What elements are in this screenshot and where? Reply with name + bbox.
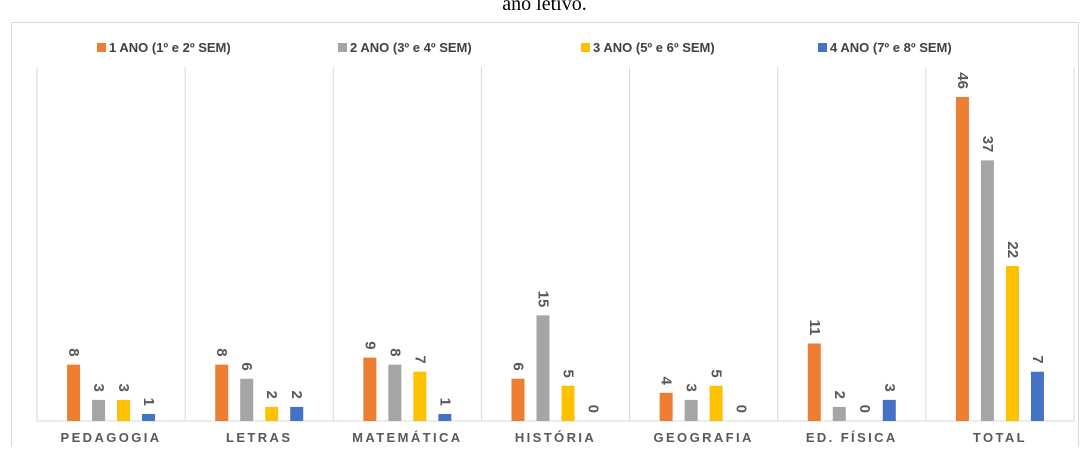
chart-bars (67, 97, 1044, 422)
legend-label: 2 ANO (3º e 4º SEM) (350, 40, 472, 55)
category-label: MATEMÁTICA (352, 430, 462, 445)
data-label: 15 (535, 291, 552, 308)
data-label: 11 (806, 320, 823, 336)
bar-3 (413, 371, 427, 421)
category-label: TOTAL (973, 430, 1027, 445)
data-label: 37 (979, 136, 996, 153)
bar-2 (832, 406, 846, 421)
data-label: 3 (683, 384, 700, 392)
bar-3 (265, 406, 279, 421)
bar-3 (1005, 266, 1019, 421)
category-label: PEDAGOGIA (61, 430, 162, 445)
data-label: 5 (708, 369, 725, 377)
data-label: 8 (386, 348, 403, 356)
category-dividers (36, 67, 1075, 422)
data-label: 22 (1004, 241, 1021, 258)
bar-3 (709, 385, 723, 421)
data-label: 6 (238, 362, 255, 370)
chart-legend: 1 ANO (1º e 2º SEM) 2 ANO (3º e 4º SEM) 3 … (97, 40, 952, 55)
data-label: 1 (140, 398, 157, 406)
category-label: HISTÓRIA (515, 430, 596, 445)
data-label: 2 (263, 391, 280, 399)
bar-4 (142, 413, 156, 421)
data-label: 8 (213, 348, 230, 356)
bar-4 (1030, 371, 1044, 421)
data-label: 1 (436, 398, 453, 406)
x-axis: PEDAGOGIA LETRAS MATEMÁTICA HISTÓRIA GEOGRAF… (61, 430, 1027, 445)
legend-label: 3 ANO (5º e 6º SEM) (593, 40, 715, 55)
legend-swatch (338, 43, 347, 52)
legend-label: 4 ANO (7º e 8º SEM) (830, 40, 952, 55)
bar-2 (684, 399, 698, 421)
bar-1 (363, 357, 377, 421)
figure-caption: ano letivo. (502, 0, 587, 15)
data-label: 9 (361, 341, 378, 349)
bar-2 (980, 160, 994, 422)
data-label: 0 (585, 405, 602, 413)
category-label: ED. FÍSICA (806, 430, 898, 445)
data-label: 3 (90, 384, 107, 392)
data-label: 7 (1029, 355, 1046, 363)
bar-1 (215, 364, 229, 421)
data-label: 7 (411, 355, 428, 363)
data-label: 3 (881, 384, 898, 392)
legend-swatch (818, 43, 827, 52)
data-label: 0 (856, 405, 873, 413)
data-label: 5 (560, 369, 577, 377)
bar-1 (511, 378, 525, 421)
data-label: 3 (115, 384, 132, 392)
chart-frame (11, 22, 1079, 447)
legend-swatch (581, 43, 590, 52)
data-label: 8 (65, 348, 82, 356)
bar-1 (659, 392, 673, 421)
bar-3 (561, 385, 575, 421)
bar-2 (92, 399, 106, 421)
bar-2 (388, 364, 402, 421)
bar-4 (438, 413, 452, 421)
legend-swatch (97, 43, 106, 52)
bar-1 (955, 97, 969, 421)
bar-1 (67, 364, 81, 421)
bar-1 (807, 343, 821, 421)
legend-label: 1 ANO (1º e 2º SEM) (109, 40, 231, 55)
data-label: 0 (733, 405, 750, 413)
data-label: 4 (658, 376, 675, 385)
bar-2 (240, 378, 254, 421)
data-label: 46 (954, 72, 971, 89)
bar-4 (290, 406, 304, 421)
data-label: 2 (288, 391, 305, 399)
bar-4 (882, 399, 896, 421)
bar-2 (536, 315, 550, 421)
data-label: 6 (510, 362, 527, 370)
bar-3 (117, 399, 131, 421)
data-label: 2 (831, 391, 848, 399)
category-label: GEOGRAFIA (653, 430, 753, 445)
category-label: LETRAS (226, 430, 292, 445)
